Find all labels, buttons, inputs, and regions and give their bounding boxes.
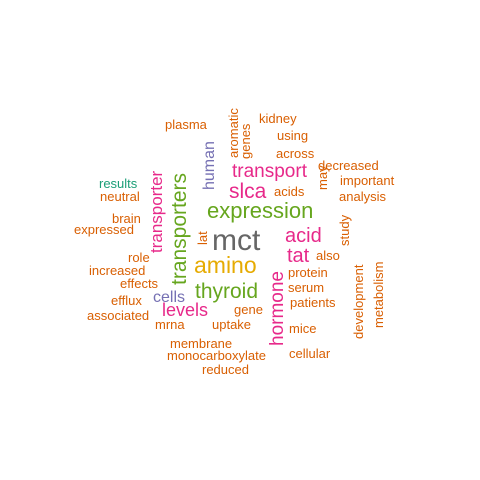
word-mice: mice [289, 321, 317, 336]
word-transporter: transporter [147, 170, 166, 253]
word-monocarboxylate: monocarboxylate [167, 348, 266, 363]
word-efflux: efflux [111, 293, 142, 308]
word-slca: slca [229, 180, 267, 203]
word-mrna: mrna [155, 317, 185, 332]
word-also: also [316, 248, 340, 263]
word-patients: patients [290, 295, 336, 310]
word-increased: increased [89, 263, 146, 278]
word-analysis: analysis [339, 189, 386, 204]
word-cells: cells [153, 289, 186, 306]
word-effects: effects [120, 276, 159, 291]
word-mct: mct [212, 224, 261, 257]
word-hormone: hormone [267, 271, 288, 346]
word-tat: tat [287, 245, 310, 267]
word-genes: genes [238, 123, 253, 159]
word-expressed: expressed [74, 222, 134, 237]
word-protein: protein [288, 265, 328, 280]
word-levels: levels [162, 300, 209, 320]
word-thyroid: thyroid [195, 280, 259, 303]
word-associated: associated [87, 308, 150, 323]
word-plasma: plasma [165, 117, 207, 132]
word-across: across [276, 146, 315, 161]
word-amino: amino [194, 252, 257, 278]
word-reduced: reduced [202, 362, 249, 377]
word-acid: acid [285, 225, 322, 247]
word-expression: expression [207, 198, 314, 223]
word-gene: gene [234, 302, 263, 317]
word-serum: serum [288, 280, 325, 295]
word-study: study [337, 214, 352, 246]
word-using: using [277, 128, 309, 143]
word-important: important [340, 173, 395, 188]
word-membrane: membrane [170, 336, 233, 351]
word-role: role [128, 250, 150, 265]
word-lat: lat [195, 231, 210, 245]
word-transporters: transporters [168, 172, 191, 285]
word-uptake: uptake [212, 317, 252, 332]
word-cellular: cellular [289, 346, 331, 361]
word-development: development [351, 264, 366, 339]
word-results: results [99, 176, 138, 191]
word-kidney: kidney [259, 111, 297, 126]
word-brain: brain [112, 211, 141, 226]
word-decreased: decreased [318, 158, 379, 173]
word-metabolism: metabolism [371, 261, 386, 328]
word-human: human [201, 141, 218, 190]
word-acids: acids [274, 184, 305, 199]
word-neutral: neutral [100, 189, 140, 204]
word-transport: transport [232, 161, 307, 182]
